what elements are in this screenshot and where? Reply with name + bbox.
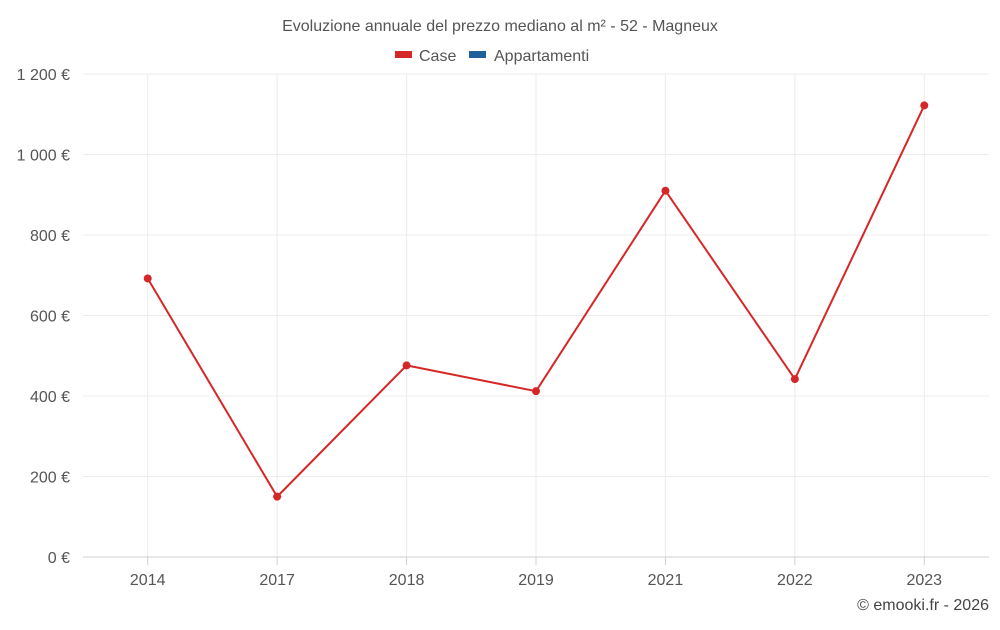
chart-title: Evoluzione annuale del prezzo mediano al…	[282, 18, 718, 35]
x-tick-label: 2014	[130, 572, 166, 589]
y-axis-ticks: 0 € 200 € 400 € 600 € 800 € 1 000 € 1 200 €	[17, 67, 70, 567]
x-tick-label: 2021	[648, 572, 684, 589]
legend-label-case: Case	[419, 48, 456, 65]
axes	[83, 556, 989, 565]
x-tick-label: 2023	[906, 572, 942, 589]
y-tick-label: 200 €	[30, 470, 70, 487]
gridlines	[83, 73, 989, 557]
data-point-case-2019[interactable]	[532, 387, 540, 396]
legend-swatch-appartamenti	[469, 51, 486, 58]
x-tick-label: 2018	[389, 572, 425, 589]
legend-label-appartamenti: Appartamenti	[494, 48, 589, 65]
data-point-case-2021[interactable]	[661, 186, 670, 195]
credit-text: © emooki.fr - 2026	[857, 597, 989, 614]
x-axis-ticks: 2014 2017 2018 2019 2021 2022 2023	[130, 572, 942, 589]
series-case	[143, 101, 929, 501]
y-tick-label: 600 €	[30, 309, 70, 326]
y-tick-label: 400 €	[30, 389, 70, 406]
data-point-case-2022[interactable]	[790, 375, 799, 384]
legend-item-appartamenti[interactable]: Appartamenti	[469, 48, 589, 65]
y-tick-label: 800 €	[30, 228, 70, 245]
x-tick-label: 2022	[777, 572, 813, 589]
y-tick-label: 1 200 €	[17, 67, 70, 84]
data-point-case-2023[interactable]	[920, 101, 929, 110]
y-tick-label: 0 €	[48, 550, 70, 567]
legend-swatch-case	[395, 51, 412, 58]
data-point-case-2014[interactable]	[143, 274, 152, 283]
data-point-case-2017[interactable]	[273, 492, 282, 501]
legend-item-case[interactable]: Case	[395, 48, 456, 65]
x-tick-label: 2019	[518, 572, 554, 589]
legend: Case Appartamenti	[395, 48, 589, 65]
y-tick-label: 1 000 €	[17, 148, 70, 165]
x-tick-label: 2017	[259, 572, 295, 589]
data-point-case-2018[interactable]	[402, 361, 411, 370]
